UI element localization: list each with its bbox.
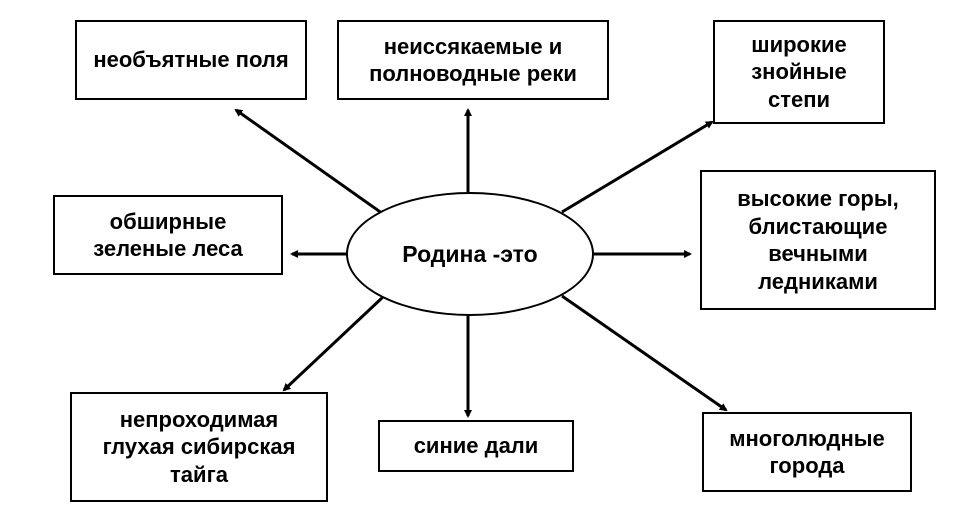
node-box: необъятные поля bbox=[75, 20, 307, 100]
node-box: многолюдные города bbox=[702, 412, 912, 492]
node-box: неиссякаемые и полноводные реки bbox=[337, 20, 609, 100]
node-box: синие дали bbox=[378, 420, 574, 472]
node-box: непроходимая глухая сибирская тайга bbox=[70, 392, 328, 502]
center-label: Родина -это bbox=[402, 241, 537, 268]
node-label: синие дали bbox=[414, 432, 539, 460]
node-label: высокие горы, блистающие вечными ледника… bbox=[712, 185, 924, 295]
node-box: широкие знойные степи bbox=[713, 20, 885, 124]
node-label: многолюдные города bbox=[714, 425, 900, 480]
diagram-stage: Родина -это необъятные поля неиссякаемые … bbox=[0, 0, 971, 530]
node-label: обширные зеленые леса bbox=[65, 208, 271, 263]
node-label: неиссякаемые и полноводные реки bbox=[349, 33, 597, 88]
center-node: Родина -это bbox=[346, 192, 594, 316]
node-label: необъятные поля bbox=[93, 46, 288, 74]
node-box: обширные зеленые леса bbox=[53, 195, 283, 275]
node-box: высокие горы, блистающие вечными ледника… bbox=[700, 170, 936, 310]
edge-arrow bbox=[562, 122, 712, 212]
edge-arrow bbox=[284, 296, 384, 390]
edge-arrow bbox=[562, 296, 726, 410]
node-label: широкие знойные степи bbox=[725, 31, 873, 114]
node-label: непроходимая глухая сибирская тайга bbox=[82, 406, 316, 489]
